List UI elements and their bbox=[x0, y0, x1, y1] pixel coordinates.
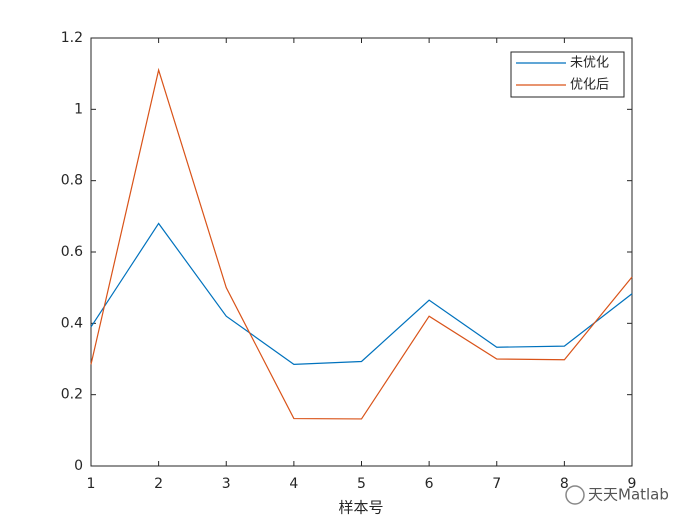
y-tick-label: 1 bbox=[74, 101, 83, 117]
y-tick-label: 0.2 bbox=[61, 387, 83, 403]
x-tick-label: 9 bbox=[628, 476, 637, 492]
legend-label: 优化后 bbox=[570, 78, 609, 93]
data-line bbox=[90, 67, 633, 420]
x-tick-label: 8 bbox=[560, 476, 569, 492]
x-tick-label: 3 bbox=[222, 476, 231, 492]
y-tick-label: 0 bbox=[74, 458, 83, 474]
x-axis-label: 样本号 bbox=[338, 499, 383, 517]
data-line bbox=[90, 222, 633, 365]
legend-label: 未优化 bbox=[570, 56, 609, 71]
y-tick-label: 0.6 bbox=[61, 244, 83, 260]
watermark-text: 天天Matlab bbox=[588, 486, 669, 504]
x-tick-label: 1 bbox=[87, 476, 96, 492]
x-tick-label: 4 bbox=[289, 476, 298, 492]
y-tick-label: 0.4 bbox=[61, 315, 83, 331]
y-tick-label: 1.2 bbox=[61, 30, 83, 46]
watermark-icon bbox=[565, 485, 585, 505]
x-tick-label: 2 bbox=[154, 476, 163, 492]
axes-box bbox=[90, 37, 633, 467]
x-tick-label: 6 bbox=[425, 476, 434, 492]
watermark: 天天Matlab bbox=[565, 485, 669, 505]
y-tick-label: 0.8 bbox=[61, 173, 83, 189]
x-tick-label: 7 bbox=[492, 476, 501, 492]
legend-box bbox=[510, 51, 625, 98]
x-tick-label: 5 bbox=[357, 476, 366, 492]
